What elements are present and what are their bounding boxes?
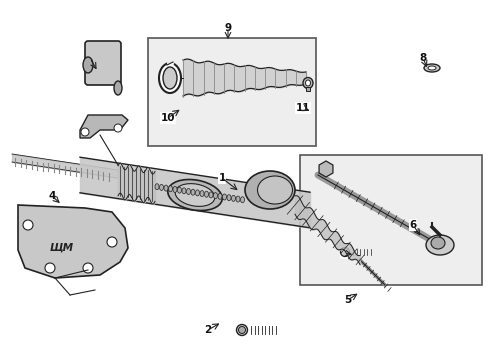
- Ellipse shape: [159, 63, 181, 93]
- Circle shape: [114, 124, 122, 132]
- Circle shape: [107, 237, 117, 247]
- Ellipse shape: [200, 190, 204, 197]
- Ellipse shape: [341, 248, 349, 256]
- Ellipse shape: [222, 194, 226, 200]
- Ellipse shape: [231, 195, 236, 201]
- Text: 8: 8: [419, 53, 427, 63]
- Bar: [306, 87, 310, 91]
- Text: 6: 6: [409, 220, 416, 230]
- Text: 11: 11: [296, 103, 310, 113]
- Ellipse shape: [303, 77, 313, 89]
- Ellipse shape: [160, 184, 164, 190]
- Ellipse shape: [182, 188, 186, 194]
- Ellipse shape: [164, 185, 168, 191]
- FancyBboxPatch shape: [85, 41, 121, 85]
- Ellipse shape: [241, 197, 245, 203]
- Ellipse shape: [428, 66, 436, 70]
- Ellipse shape: [191, 189, 195, 195]
- Text: 3: 3: [86, 53, 94, 63]
- Ellipse shape: [175, 184, 215, 206]
- Ellipse shape: [237, 324, 247, 336]
- Ellipse shape: [214, 193, 218, 199]
- Ellipse shape: [218, 193, 222, 199]
- Polygon shape: [18, 205, 128, 278]
- Circle shape: [23, 220, 33, 230]
- Ellipse shape: [204, 191, 209, 197]
- Ellipse shape: [209, 192, 213, 198]
- Ellipse shape: [305, 80, 311, 86]
- Text: ЩM: ЩM: [50, 243, 74, 253]
- Text: 9: 9: [224, 23, 232, 33]
- Ellipse shape: [236, 196, 240, 202]
- Ellipse shape: [426, 235, 454, 255]
- Circle shape: [83, 263, 93, 273]
- Ellipse shape: [168, 180, 222, 211]
- Ellipse shape: [177, 187, 181, 193]
- Text: 7: 7: [341, 248, 348, 258]
- Polygon shape: [80, 115, 128, 138]
- Ellipse shape: [424, 64, 440, 72]
- Text: 1: 1: [219, 173, 225, 183]
- Ellipse shape: [245, 171, 295, 209]
- Text: 10: 10: [161, 113, 175, 123]
- Ellipse shape: [431, 237, 445, 249]
- Ellipse shape: [196, 190, 199, 196]
- Circle shape: [45, 263, 55, 273]
- Polygon shape: [319, 161, 333, 177]
- Bar: [300, 155, 482, 285]
- Ellipse shape: [169, 186, 172, 192]
- Circle shape: [81, 128, 89, 136]
- Ellipse shape: [83, 57, 93, 73]
- Ellipse shape: [187, 189, 191, 194]
- Text: 4: 4: [49, 191, 56, 201]
- Text: 2: 2: [204, 325, 212, 335]
- Ellipse shape: [163, 67, 177, 89]
- Ellipse shape: [173, 186, 177, 193]
- Ellipse shape: [114, 81, 122, 95]
- Ellipse shape: [227, 195, 231, 201]
- Ellipse shape: [239, 327, 245, 333]
- Ellipse shape: [155, 184, 159, 190]
- Bar: [148, 38, 316, 146]
- Text: 5: 5: [344, 295, 352, 305]
- Ellipse shape: [258, 176, 293, 204]
